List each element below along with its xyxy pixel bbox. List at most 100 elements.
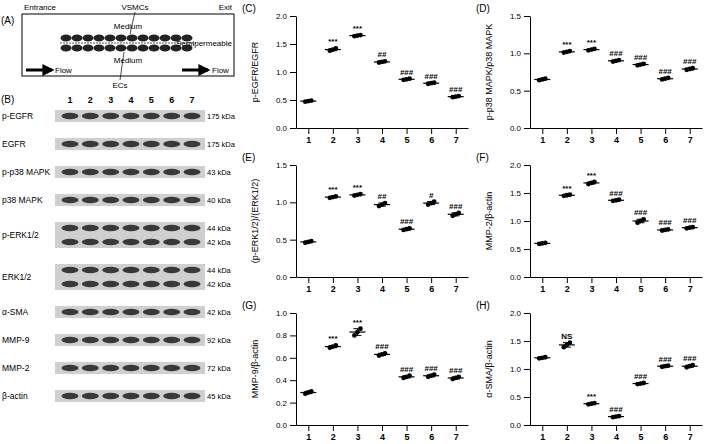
blot-band <box>82 197 99 203</box>
blot-band <box>123 197 140 203</box>
panel-b: (B)1234567p-EGFR175 kDaEGFR175 kDap-p38 … <box>1 94 236 402</box>
y-tick: 1.0 <box>510 365 530 374</box>
blot-band <box>62 141 79 147</box>
dot-panel: (F)0.00.51.01.52.01234567MMP-2/β-actin**… <box>476 152 703 294</box>
x-axis: 1234567 <box>297 277 469 294</box>
x-tick: 5 <box>405 425 410 442</box>
marks <box>300 33 463 104</box>
blot-size-label: 92 kDa <box>207 336 232 345</box>
dot <box>432 372 437 377</box>
x-tick-mark <box>641 277 642 283</box>
y-tick-mark <box>524 16 530 17</box>
blot-band <box>82 169 99 175</box>
blot-band <box>82 393 99 399</box>
x-tick-label: 6 <box>663 432 668 442</box>
x-tick: 7 <box>688 425 693 442</box>
blot-band <box>184 365 201 371</box>
y-tick-mark <box>290 100 296 101</box>
x-tick: 6 <box>429 277 434 294</box>
y-tick-mark <box>290 240 296 241</box>
dot <box>432 199 437 204</box>
marks <box>300 326 463 396</box>
blot-band <box>102 169 119 175</box>
lane-label: 1 <box>67 95 72 105</box>
y-tick: 1.0 <box>276 309 296 318</box>
blot-band <box>143 141 160 147</box>
blot-band <box>102 393 119 399</box>
significance-label: *** <box>353 24 363 33</box>
y-axis-title: MMP-2/β-actin <box>484 192 494 251</box>
dot <box>543 240 548 245</box>
dot <box>358 326 363 331</box>
blot-band <box>123 309 140 315</box>
x-tick-label: 4 <box>614 135 619 145</box>
blot-strip <box>55 138 205 150</box>
dot <box>666 76 671 81</box>
x-tick-mark <box>690 128 691 134</box>
significance-label: # <box>429 191 434 200</box>
y-tick-label: 0.2 <box>276 399 288 408</box>
blot-strip <box>55 334 205 346</box>
blot-band <box>143 365 160 371</box>
blot-size-label: 42 kDa <box>207 280 232 289</box>
x-tick-mark <box>407 425 408 431</box>
x-tick-mark <box>382 425 383 431</box>
x-tick-label: 5 <box>405 284 410 294</box>
y-tick-label: 2.0 <box>510 161 522 170</box>
x-tick-mark <box>357 277 358 283</box>
y-tick: 0.0 <box>510 421 530 430</box>
x-tick-mark <box>333 425 334 431</box>
x-tick-mark <box>641 128 642 134</box>
blot-band <box>82 309 99 315</box>
blot-strip <box>55 166 205 178</box>
ec-cell <box>83 45 94 52</box>
y-tick-mark <box>524 53 530 54</box>
significance-label: *** <box>353 183 363 192</box>
y-tick-label: 0.8 <box>276 331 288 340</box>
x-tick-label: 4 <box>614 284 619 294</box>
x-tick: 1 <box>540 425 545 442</box>
x-tick: 5 <box>639 128 644 145</box>
x-tick: 7 <box>454 277 459 294</box>
y-tick-label: 1.0 <box>276 309 288 318</box>
dot <box>333 194 338 199</box>
y-tick: 1.0 <box>510 49 530 58</box>
x-axis: 1234567 <box>297 425 469 442</box>
blot-band <box>143 337 160 343</box>
y-tick-label: 0.0 <box>510 421 522 430</box>
ec-cell <box>61 45 72 52</box>
x-tick-label: 3 <box>355 284 360 294</box>
significance-label: ### <box>609 189 623 198</box>
y-tick-mark <box>524 165 530 166</box>
x-tick-label: 2 <box>331 135 336 145</box>
x-tick-mark <box>431 277 432 283</box>
x-tick-mark <box>591 425 592 431</box>
x-tick-label: 6 <box>663 284 668 294</box>
x-tick: 6 <box>663 425 668 442</box>
y-tick: 1.5 <box>510 12 530 21</box>
x-tick-mark <box>542 425 543 431</box>
x-tick: 6 <box>429 128 434 145</box>
ec-cell <box>127 45 138 52</box>
x-tick: 2 <box>331 128 336 145</box>
y-tick: 0.4 <box>276 376 296 385</box>
x-tick-mark <box>456 128 457 134</box>
significance-label: ### <box>658 67 672 76</box>
x-tick: 3 <box>355 128 360 145</box>
x-tick-mark <box>431 425 432 431</box>
x-tick-label: 3 <box>355 135 360 145</box>
x-tick: 6 <box>429 425 434 442</box>
x-tick-label: 2 <box>331 432 336 442</box>
blot-band <box>123 281 140 287</box>
annotations: ******######### <box>328 183 463 226</box>
dot <box>592 179 597 184</box>
blot-band <box>62 169 79 175</box>
dot <box>309 389 314 394</box>
y-axis: 0.00.51.01.52.0 <box>510 161 531 282</box>
marks <box>300 192 463 245</box>
x-tick: 1 <box>306 277 311 294</box>
dot-panel: (D)0.00.51.01.51234567p-p38 MAPK/p38 MAP… <box>476 3 703 145</box>
dot <box>383 201 388 206</box>
significance-label: *** <box>587 38 597 47</box>
y-tick-mark <box>290 277 296 278</box>
